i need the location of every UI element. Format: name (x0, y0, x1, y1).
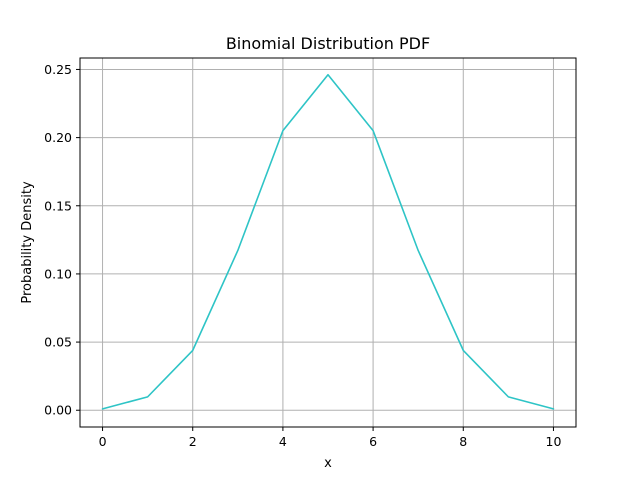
series-line (101, 73, 555, 410)
y-axis-ticks: 0.00 0.05 0.10 0.15 0.20 0.25 (44, 62, 80, 418)
chart-title: Binomial Distribution PDF (226, 34, 430, 53)
x-tick-label: 10 (546, 434, 562, 449)
x-tick-label: 4 (279, 434, 287, 449)
x-tick-label: 8 (459, 434, 467, 449)
series-layer (101, 73, 555, 410)
y-tick-label: 0.05 (44, 335, 72, 350)
y-axis-label: Probability Density (20, 181, 35, 304)
y-tick-label: 0.10 (44, 266, 72, 281)
y-tick-label: 0.20 (44, 130, 72, 145)
x-tick-label: 6 (369, 434, 377, 449)
gridlines (80, 58, 576, 427)
x-axis-ticks: 0 2 4 6 8 10 (99, 427, 562, 449)
y-tick-label: 0.15 (44, 198, 72, 213)
y-tick-label: 0.25 (44, 62, 72, 77)
y-tick-label: 0.00 (44, 403, 72, 418)
x-tick-label: 0 (99, 434, 107, 449)
x-axis-label: x (324, 456, 332, 471)
x-tick-label: 2 (189, 434, 197, 449)
plot-frame (79, 57, 577, 428)
